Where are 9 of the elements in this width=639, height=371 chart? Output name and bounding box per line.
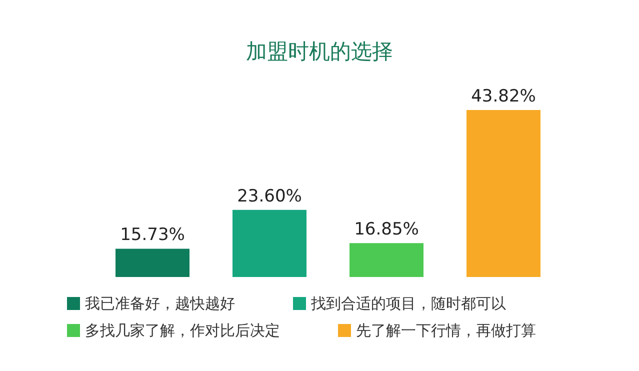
data-label: 15.73% [120, 225, 185, 246]
chart-title: 加盟时机的选择 [246, 40, 393, 64]
data-label: 43.82% [471, 86, 536, 106]
data-label: 23.60% [237, 186, 302, 206]
legend-label: 我已准备好，越快越好 [85, 294, 235, 312]
data-label: 16.85% [354, 220, 419, 240]
legend-label: 多找几家了解，作对比后决定 [85, 322, 280, 340]
legend-label: 找到合适的项目，随时都可以 [310, 294, 506, 312]
legend-label: 先了解一下行情，再做打算 [356, 322, 536, 340]
